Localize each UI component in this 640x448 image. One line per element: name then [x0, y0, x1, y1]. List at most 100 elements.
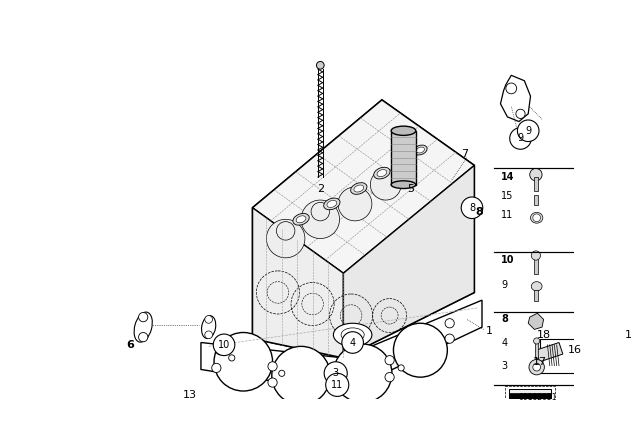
Text: 8: 8 — [476, 207, 484, 217]
Circle shape — [445, 334, 454, 343]
Circle shape — [324, 362, 348, 385]
Ellipse shape — [531, 282, 542, 291]
Circle shape — [279, 370, 285, 376]
Text: 6: 6 — [126, 340, 134, 350]
Polygon shape — [528, 313, 543, 329]
Polygon shape — [160, 402, 255, 447]
Text: 9: 9 — [517, 134, 524, 143]
Text: 10: 10 — [501, 255, 515, 265]
Text: 11: 11 — [331, 380, 344, 390]
Ellipse shape — [354, 185, 364, 192]
Polygon shape — [201, 300, 482, 392]
Circle shape — [338, 187, 372, 221]
Text: 17: 17 — [532, 357, 547, 367]
Circle shape — [311, 202, 330, 221]
Circle shape — [301, 200, 340, 238]
Text: 3: 3 — [333, 368, 339, 378]
Ellipse shape — [202, 316, 216, 339]
Ellipse shape — [293, 214, 309, 225]
Circle shape — [445, 319, 454, 328]
Text: 4: 4 — [501, 337, 508, 348]
Text: 1: 1 — [486, 326, 493, 336]
Text: 9: 9 — [525, 126, 531, 136]
Circle shape — [534, 338, 540, 344]
Text: 1: 1 — [625, 330, 632, 340]
Text: 15: 15 — [501, 191, 514, 201]
Bar — [534, 257, 538, 274]
Circle shape — [531, 251, 541, 260]
Circle shape — [205, 315, 212, 323]
Text: 4: 4 — [349, 337, 356, 348]
Text: 00182051: 00182051 — [518, 393, 557, 402]
Circle shape — [182, 419, 189, 427]
Text: 18: 18 — [536, 330, 550, 340]
Ellipse shape — [394, 157, 408, 167]
Circle shape — [268, 378, 277, 387]
Circle shape — [232, 403, 239, 410]
Bar — [540, 339, 586, 373]
Circle shape — [276, 222, 295, 240]
Circle shape — [385, 356, 394, 365]
Circle shape — [139, 313, 148, 322]
Circle shape — [272, 346, 330, 405]
Circle shape — [530, 168, 542, 181]
Circle shape — [170, 447, 193, 448]
Ellipse shape — [374, 167, 390, 179]
Circle shape — [228, 355, 235, 361]
Text: 9: 9 — [501, 280, 508, 290]
Ellipse shape — [327, 200, 337, 207]
Ellipse shape — [391, 126, 416, 135]
Circle shape — [371, 169, 401, 200]
Circle shape — [214, 332, 273, 391]
Circle shape — [216, 345, 225, 355]
Text: 8: 8 — [501, 314, 508, 324]
Text: 13: 13 — [182, 390, 196, 400]
Circle shape — [213, 334, 235, 356]
Circle shape — [327, 380, 337, 389]
Circle shape — [209, 408, 216, 416]
Circle shape — [516, 109, 525, 118]
Polygon shape — [253, 100, 474, 273]
Polygon shape — [536, 343, 563, 362]
Text: 2: 2 — [317, 184, 324, 194]
Circle shape — [533, 363, 541, 371]
Bar — [534, 290, 538, 301]
Ellipse shape — [296, 216, 306, 223]
Ellipse shape — [377, 170, 387, 177]
Circle shape — [398, 365, 404, 371]
Circle shape — [506, 83, 516, 94]
Polygon shape — [344, 165, 474, 358]
Circle shape — [340, 378, 346, 384]
Polygon shape — [500, 75, 531, 121]
Circle shape — [385, 373, 394, 382]
Text: 14: 14 — [501, 172, 515, 182]
Text: 7: 7 — [461, 149, 468, 159]
Text: 11: 11 — [501, 211, 513, 220]
Text: 10: 10 — [218, 340, 230, 350]
Polygon shape — [253, 100, 474, 358]
Ellipse shape — [417, 147, 424, 153]
Circle shape — [342, 332, 364, 353]
Bar — [505, 386, 555, 408]
Circle shape — [327, 363, 337, 373]
Ellipse shape — [333, 323, 372, 346]
Circle shape — [205, 331, 212, 339]
Polygon shape — [172, 417, 220, 448]
Circle shape — [333, 344, 392, 403]
Ellipse shape — [397, 159, 405, 164]
Ellipse shape — [531, 212, 543, 223]
Bar — [391, 131, 416, 185]
Circle shape — [212, 363, 221, 373]
Circle shape — [394, 323, 447, 377]
Circle shape — [139, 332, 148, 342]
Circle shape — [529, 359, 545, 375]
Circle shape — [326, 373, 349, 396]
Bar — [535, 343, 538, 358]
Ellipse shape — [134, 312, 152, 342]
Circle shape — [461, 197, 483, 219]
Polygon shape — [253, 208, 344, 358]
Circle shape — [316, 61, 324, 69]
Circle shape — [517, 120, 539, 142]
Bar — [534, 195, 538, 206]
Text: 16: 16 — [568, 345, 581, 355]
